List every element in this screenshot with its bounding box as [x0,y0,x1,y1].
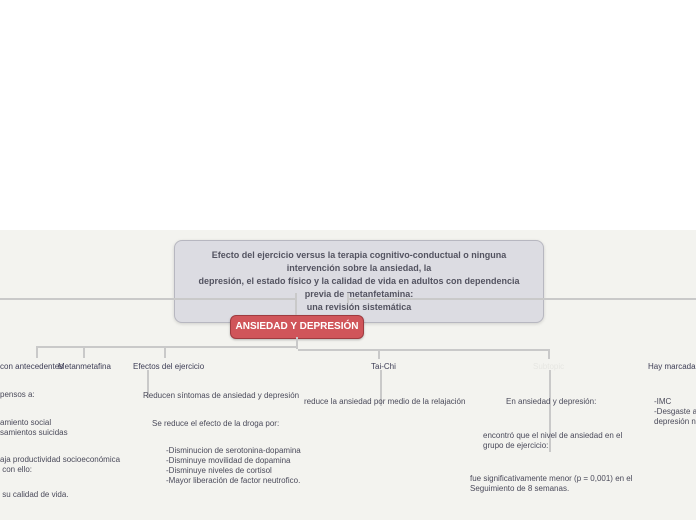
text-node: Reducen síntomas de ansiedad y depresión [143,391,299,401]
connector [296,337,298,349]
connector [83,346,85,358]
topic-pill: ANSIEDAD Y DEPRESIÓN [230,315,364,339]
connector [295,293,297,315]
connector [298,349,550,351]
text-node: aja productividad socioeconómica con ell… [0,455,120,475]
text-node: Efectos del ejercicio [133,362,204,372]
text-node: encontró que el nivel de ansiedad en el … [483,431,622,451]
connector [349,298,696,300]
text-node: con antecedentes [0,362,63,372]
title-line1: Efecto del ejercicio versus la terapia c… [185,249,533,275]
text-node: Hay marcada p [648,362,696,372]
text-node: Metanmetafina [58,362,111,372]
connector [36,346,296,348]
connector [0,298,296,300]
text-node: En ansiedad y depresión: [506,397,596,407]
connector [164,346,166,358]
text-node: su calidad de vida. [0,490,69,500]
text-node: -Disminucion de serotonina-dopamina -Dis… [166,446,301,486]
diagram-canvas: Efecto del ejercicio versus la terapia c… [0,0,696,520]
text-node: reduce la ansiedad por medio de la relaj… [304,397,465,407]
title-line3: una revisión sistemática [185,301,533,314]
text-node: -IMC -Desgaste a depresión ne [654,397,696,427]
text-node: Subtopic [533,362,564,372]
connector [36,346,38,358]
connector [548,349,550,359]
text-node: pensos a: [0,390,35,400]
connector [378,349,380,359]
text-node: Se reduce el efecto de la droga por: [152,419,279,429]
text-node: fue significativamente menor (p = 0,001)… [470,474,633,494]
text-node: amiento social samientos suicidas [0,418,68,438]
title-box: Efecto del ejercicio versus la terapia c… [174,240,544,323]
text-node: Tai-Chi [371,362,396,372]
